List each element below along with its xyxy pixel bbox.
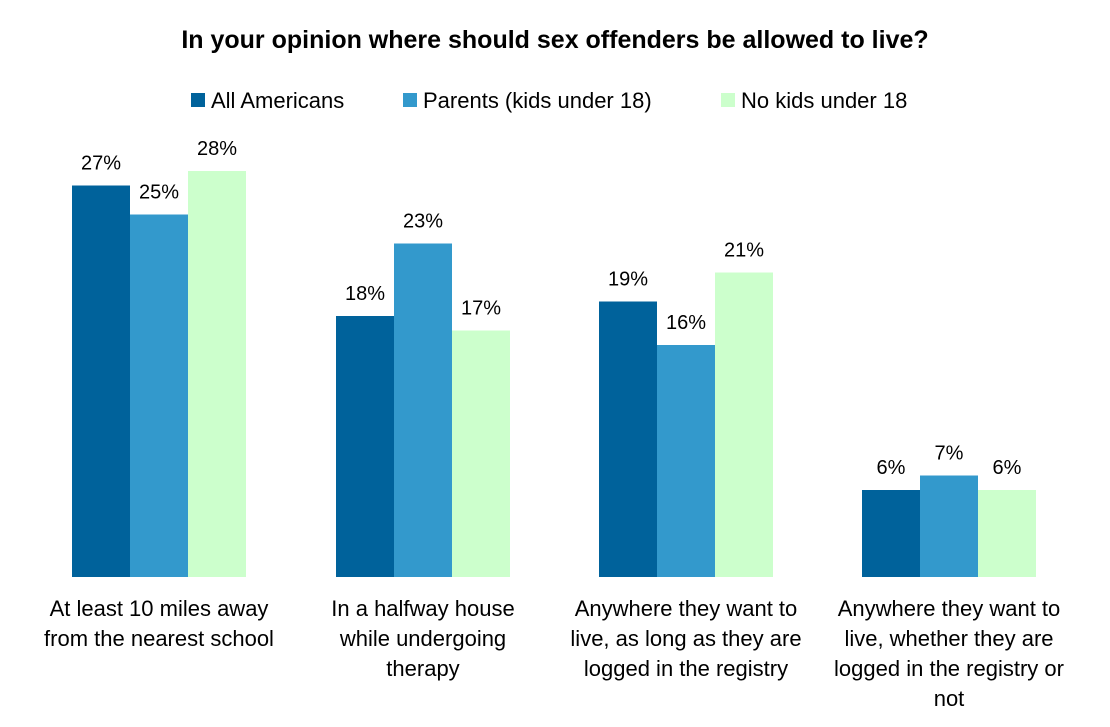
- data-label-all-americans-2: 18%: [345, 283, 385, 305]
- data-label-all-americans-3: 19%: [608, 269, 648, 291]
- legend-label-all-americans: All Americans: [211, 88, 344, 113]
- data-labels: 27% 25% 28% 18% 23% 17% 19% 16% 21% 6% 7% 6%: [81, 138, 1022, 479]
- bar-no-kids-under-18-3: [715, 272, 773, 577]
- data-label-no-kids-under-18-3: 21%: [724, 240, 764, 262]
- chart-title: In your opinion where should sex offende…: [181, 26, 928, 54]
- category-label-4: Anywhere they want to live, whether they …: [834, 596, 1064, 711]
- bar-parents-kids-under-18-1: [130, 214, 188, 577]
- data-label-no-kids-under-18-1: 28%: [197, 138, 237, 160]
- bars-area: [72, 171, 1036, 577]
- category-labels: At least 10 miles away from the nearest s…: [44, 596, 1064, 711]
- bar-all-americans-2: [336, 316, 394, 577]
- category-label-line: Anywhere they want to: [575, 596, 798, 621]
- legend-swatch-all-americans: [191, 93, 205, 107]
- bar-no-kids-under-18-2: [452, 330, 510, 577]
- legend-label-no-kids-under-18: No kids under 18: [741, 88, 907, 113]
- category-label-line: In a halfway house: [331, 596, 514, 621]
- data-label-no-kids-under-18-2: 17%: [461, 298, 501, 320]
- category-label-2: In a halfway house while undergoing therap…: [331, 596, 514, 681]
- bar-all-americans-1: [72, 185, 130, 577]
- category-label-line: live, whether they are: [844, 626, 1053, 651]
- data-label-parents-kids-under-18-4: 7%: [935, 443, 964, 465]
- data-label-parents-kids-under-18-3: 16%: [666, 312, 706, 334]
- category-label-line: therapy: [386, 656, 459, 681]
- category-label-line: logged in the registry or: [834, 656, 1064, 681]
- category-label-line: logged in the registry: [584, 656, 788, 681]
- bar-parents-kids-under-18-3: [657, 345, 715, 577]
- legend-label-parents-kids-under-18: Parents (kids under 18): [423, 88, 652, 113]
- category-label-3: Anywhere they want to live, as long as th…: [570, 596, 801, 681]
- bar-parents-kids-under-18-2: [394, 243, 452, 577]
- data-label-all-americans-4: 6%: [877, 457, 906, 479]
- category-label-line: not: [934, 686, 965, 711]
- category-label-1: At least 10 miles away from the nearest s…: [44, 596, 274, 651]
- category-label-line: while undergoing: [339, 626, 506, 651]
- bar-no-kids-under-18-1: [188, 171, 246, 577]
- category-label-line: Anywhere they want to: [838, 596, 1061, 621]
- legend-swatch-parents-kids-under-18: [403, 93, 417, 107]
- bar-no-kids-under-18-4: [978, 490, 1036, 577]
- bar-all-americans-3: [599, 301, 657, 577]
- data-label-parents-kids-under-18-2: 23%: [403, 211, 443, 233]
- category-label-line: live, as long as they are: [570, 626, 801, 651]
- data-label-no-kids-under-18-4: 6%: [993, 457, 1022, 479]
- legend: All Americans Parents (kids under 18) No k…: [191, 88, 907, 113]
- bar-all-americans-4: [862, 490, 920, 577]
- category-label-line: from the nearest school: [44, 626, 274, 651]
- bar-parents-kids-under-18-4: [920, 475, 978, 577]
- data-label-parents-kids-under-18-1: 25%: [139, 182, 179, 204]
- category-label-line: At least 10 miles away: [50, 596, 269, 621]
- data-label-all-americans-1: 27%: [81, 153, 121, 175]
- legend-swatch-no-kids-under-18: [721, 93, 735, 107]
